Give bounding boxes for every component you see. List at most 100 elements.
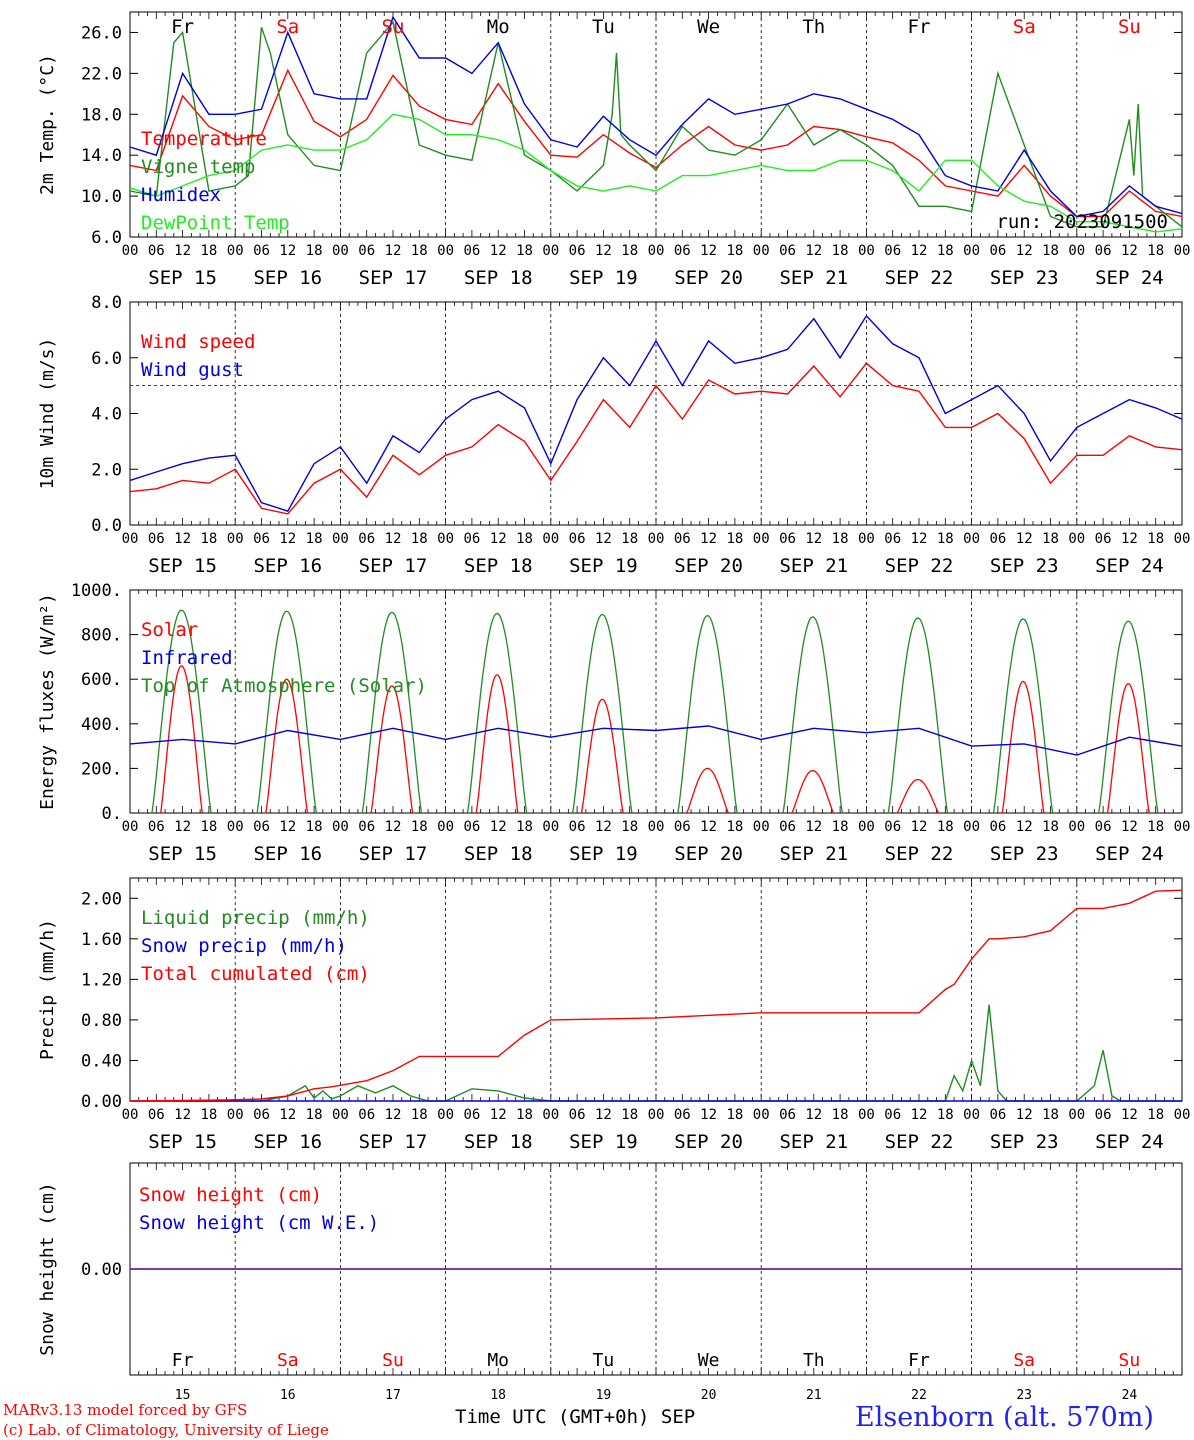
hour-label: 12 bbox=[805, 1107, 822, 1123]
run-label: run: 2023091500 bbox=[996, 211, 1168, 233]
hour-label: 00 bbox=[648, 819, 665, 835]
hour-label: 06 bbox=[884, 1107, 901, 1123]
weekday-label: Sa bbox=[277, 1350, 299, 1371]
hour-label: 18 bbox=[411, 819, 428, 835]
hour-label: 12 bbox=[595, 531, 612, 547]
station-name: Elsenborn (alt. 570m) bbox=[855, 1402, 1154, 1433]
date-label: SEP 20 bbox=[674, 1131, 743, 1153]
hour-label: 00 bbox=[122, 531, 139, 547]
hour-label: 00 bbox=[858, 819, 875, 835]
hour-label: 12 bbox=[595, 819, 612, 835]
hour-label: 00 bbox=[753, 819, 770, 835]
hour-label: 12 bbox=[385, 819, 402, 835]
series-dewpoint-temp bbox=[129, 113, 1183, 233]
y-tick-label: 0.80 bbox=[81, 1011, 122, 1031]
hour-label: 06 bbox=[358, 1107, 375, 1123]
hour-label: 00 bbox=[437, 1107, 454, 1123]
legend-total-cumulated-cm-: Total cumulated (cm) bbox=[141, 963, 370, 985]
hour-label: 18 bbox=[411, 531, 428, 547]
hour-label: 18 bbox=[1042, 1107, 1059, 1123]
y-tick-label: 2.0 bbox=[91, 460, 122, 480]
date-label: SEP 24 bbox=[1095, 555, 1164, 577]
day-number-label: 21 bbox=[806, 1388, 822, 1403]
hour-label: 12 bbox=[595, 1107, 612, 1123]
hour-label: 00 bbox=[332, 531, 349, 547]
date-label: SEP 17 bbox=[359, 267, 428, 289]
hour-label: 06 bbox=[674, 531, 691, 547]
series-humidex bbox=[129, 15, 1183, 218]
series-top-of-atmosphere bbox=[151, 609, 1159, 814]
date-label: SEP 22 bbox=[885, 555, 954, 577]
hour-label: 06 bbox=[358, 531, 375, 547]
weekday-label: We bbox=[697, 16, 720, 38]
weekday-label: Fr bbox=[908, 16, 931, 38]
hour-label: 18 bbox=[1042, 531, 1059, 547]
hour-label: 18 bbox=[516, 531, 533, 547]
y-tick-label: 8.0 bbox=[91, 293, 122, 313]
legend-solar: Solar bbox=[141, 619, 198, 641]
y-tick-label: 18.0 bbox=[81, 105, 122, 125]
plot-frame bbox=[129, 11, 1183, 238]
date-label: SEP 15 bbox=[148, 1131, 217, 1153]
weekday-label: Mo bbox=[487, 16, 510, 38]
hour-label: 12 bbox=[174, 531, 191, 547]
legend-snow-height-cm-: Snow height (cm) bbox=[139, 1184, 322, 1206]
hour-label: 12 bbox=[805, 531, 822, 547]
hour-label: 00 bbox=[437, 243, 454, 259]
hour-label: 18 bbox=[832, 531, 849, 547]
hour-label: 00 bbox=[122, 243, 139, 259]
hour-label: 06 bbox=[884, 531, 901, 547]
hour-label: 00 bbox=[753, 243, 770, 259]
date-label: SEP 23 bbox=[990, 267, 1059, 289]
date-label: SEP 19 bbox=[569, 1131, 638, 1153]
weekday-label: We bbox=[698, 1350, 720, 1371]
hour-label: 00 bbox=[1068, 819, 1085, 835]
y-tick-label: 6.0 bbox=[91, 349, 122, 369]
weekday-label: Su bbox=[1118, 16, 1141, 38]
panel-temp: 6.0 10.0 14.0 18.0 22.0 26.0 2m Temp. (°C) Fr Sa… bbox=[37, 11, 1183, 248]
hour-label: 00 bbox=[648, 243, 665, 259]
day-number-label: 23 bbox=[1016, 1388, 1032, 1403]
date-label: SEP 17 bbox=[359, 843, 428, 865]
hour-label: 18 bbox=[621, 531, 638, 547]
hour-label: 18 bbox=[937, 1107, 954, 1123]
date-label: SEP 20 bbox=[674, 555, 743, 577]
hour-label: 12 bbox=[911, 531, 928, 547]
hour-label: 18 bbox=[1042, 819, 1059, 835]
date-label: SEP 16 bbox=[253, 267, 322, 289]
hour-label: 06 bbox=[253, 819, 270, 835]
hour-label: 12 bbox=[279, 531, 296, 547]
hour-label: 06 bbox=[569, 1107, 586, 1123]
weekday-label: Su bbox=[1119, 1350, 1141, 1371]
hour-label: 12 bbox=[700, 1107, 717, 1123]
date-label: SEP 15 bbox=[148, 267, 217, 289]
hour-label: 06 bbox=[358, 819, 375, 835]
hour-label: 12 bbox=[700, 819, 717, 835]
hour-label: 06 bbox=[884, 819, 901, 835]
hour-label: 18 bbox=[621, 819, 638, 835]
hour-label: 18 bbox=[832, 243, 849, 259]
hour-label: 12 bbox=[174, 1107, 191, 1123]
legend-liquid-precip-mm-h-: Liquid precip (mm/h) bbox=[141, 907, 370, 929]
hour-label: 00 bbox=[542, 243, 559, 259]
panel-wind: 0.0 2.0 4.0 6.0 8.0 10m Wind (m/s) Wind speed W… bbox=[37, 293, 1183, 536]
hour-label: 00 bbox=[1068, 1107, 1085, 1123]
hour-label: 12 bbox=[911, 1107, 928, 1123]
date-label: SEP 20 bbox=[674, 267, 743, 289]
x-hour-labels: 00 06 12 18 00 06 12 18 00 06 12 18 00 06 12 18 00 06 12 18… bbox=[122, 1107, 1191, 1153]
hour-label: 18 bbox=[1147, 243, 1164, 259]
hour-label: 00 bbox=[1068, 243, 1085, 259]
hour-label: 12 bbox=[1016, 531, 1033, 547]
date-label: SEP 22 bbox=[885, 843, 954, 865]
legend-infrared: Infrared bbox=[141, 647, 233, 669]
hour-label: 00 bbox=[858, 531, 875, 547]
hour-label: 18 bbox=[306, 531, 323, 547]
hour-label: 00 bbox=[122, 1107, 139, 1123]
legend-vigne-temp: Vigne temp bbox=[141, 156, 255, 178]
hour-label: 18 bbox=[621, 243, 638, 259]
hour-label: 12 bbox=[385, 1107, 402, 1123]
legend-wind-gust: Wind gust bbox=[141, 359, 244, 381]
hour-label: 06 bbox=[779, 531, 796, 547]
hour-label: 06 bbox=[989, 819, 1006, 835]
hour-label: 18 bbox=[306, 1107, 323, 1123]
